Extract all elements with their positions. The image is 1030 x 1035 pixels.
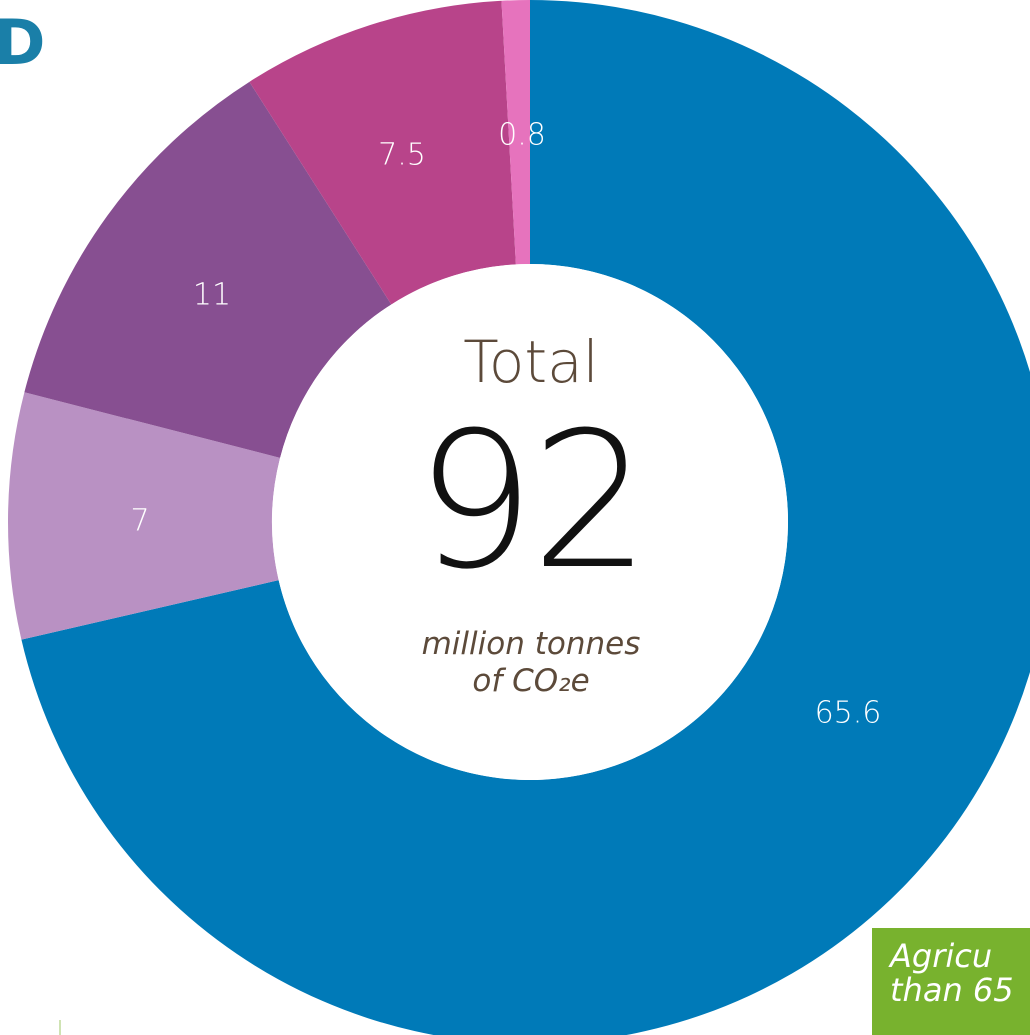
callout-text: Agricu than 65: [890, 937, 1030, 1009]
unit-line-2: of CO₂e: [380, 663, 682, 700]
donut-slice-7-label: 7: [130, 504, 149, 539]
donut-slice-7: [7, 392, 281, 640]
callout-line-1: Agricu: [890, 937, 993, 975]
donut-slice-0-8: [501, 0, 530, 265]
donut-slice-0-8-label: 0.8: [498, 118, 546, 153]
unit-line-1: million tonnes: [421, 626, 641, 662]
cropped-heading-letter: D: [0, 6, 46, 79]
center-title: Total: [463, 328, 599, 396]
donut-slice-11: [24, 81, 392, 458]
callout-line-2: than 65: [890, 970, 1014, 1009]
donut-slice-7-5-label: 7.5: [378, 138, 426, 173]
donut-center-hole: [272, 264, 788, 780]
donut-slice-7-5: [249, 0, 516, 305]
decorative-tick-mark: [59, 1020, 61, 1035]
agriculture-callout-box: Agricu than 65: [872, 928, 1030, 1035]
co2e-formula: CO₂e: [512, 663, 590, 700]
donut-slice-11-label: 11: [193, 278, 231, 313]
donut-slice-65-6: [21, 0, 1030, 1035]
donut-slice-65-6-label: 65.6: [815, 696, 882, 731]
unit-line-2-prefix: of: [472, 663, 513, 700]
center-unit-label: million tonnes of CO₂e: [380, 626, 682, 700]
center-total-value: 92: [415, 392, 650, 611]
